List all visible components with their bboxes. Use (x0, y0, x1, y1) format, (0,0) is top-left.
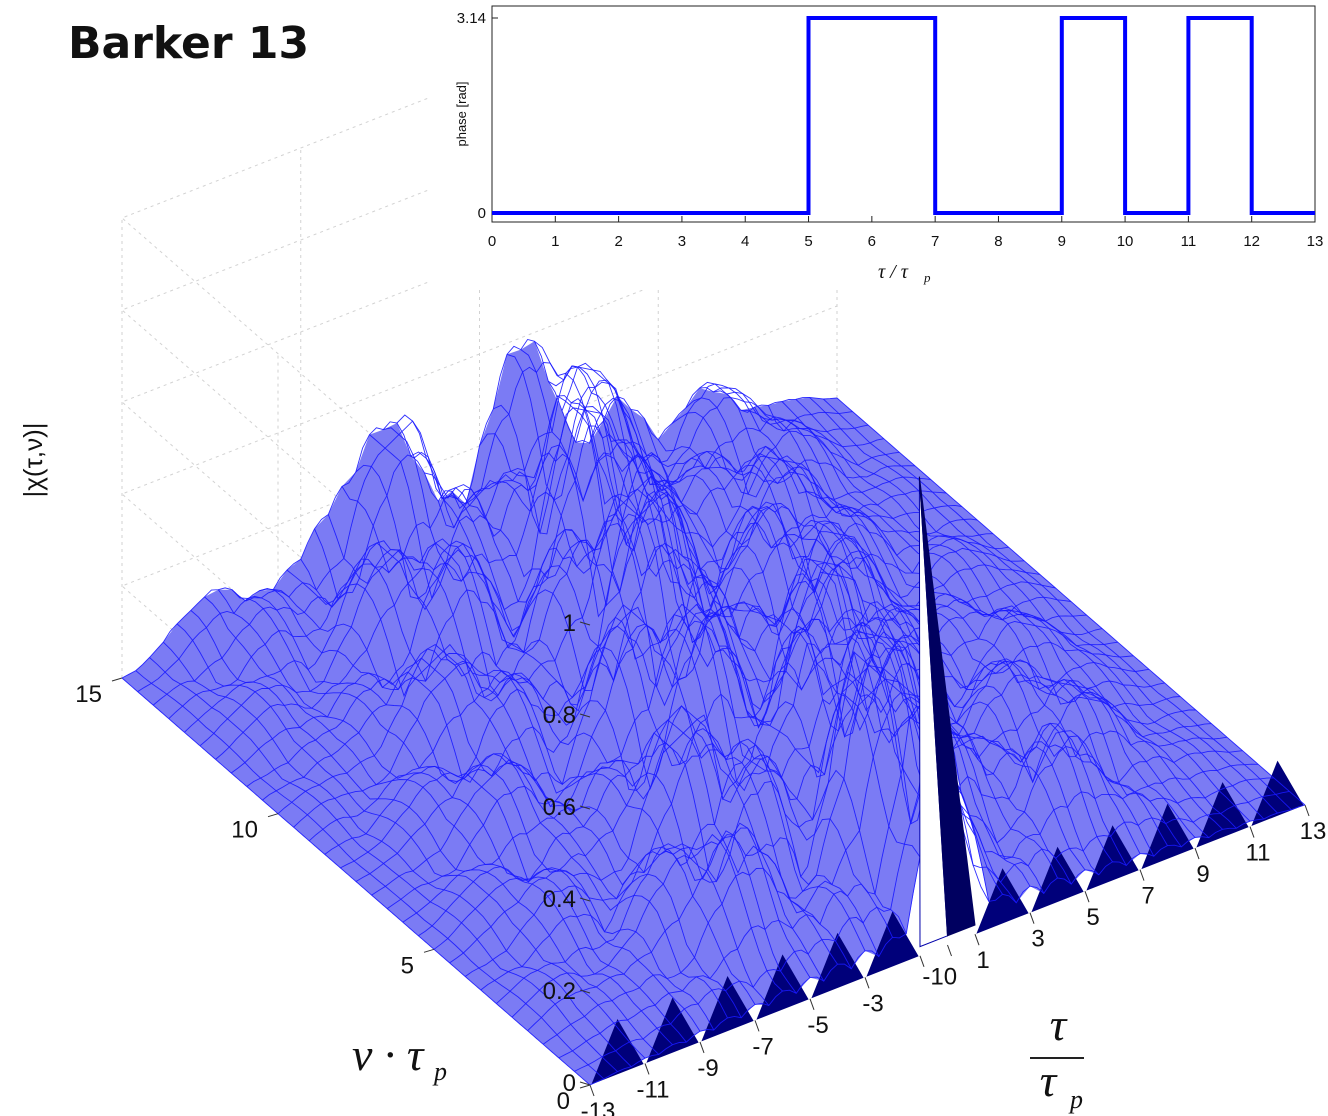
inset-x-tick-label: 1 (551, 233, 559, 250)
z-tick-mark (579, 897, 591, 902)
x-axis-label-denominator-sub: p (1068, 1085, 1083, 1114)
inset-y-tick-label: 3.14 (457, 10, 486, 27)
x-tick-label: 11 (1246, 840, 1271, 867)
x-tick-label: -9 (697, 1055, 718, 1082)
z-tick-label: 0.4 (543, 886, 576, 913)
x-axis-label-denominator: τ (1040, 1055, 1058, 1106)
x-tick-label: 3 (1031, 926, 1044, 953)
inset-x-tick-label: 3 (678, 233, 686, 250)
x-tick-mark (754, 1020, 760, 1032)
ambiguity-surface-chart: 00.20.40.60.81051015-13-11-9-7-5-3135791… (18, 0, 1326, 1116)
inset-x-tick-label: 4 (741, 233, 749, 250)
z-tick-label: 0.6 (543, 794, 576, 821)
x-tick-mark (644, 1063, 650, 1075)
z-tick-mark (579, 1081, 591, 1086)
inset-x-tick-label: 2 (614, 233, 622, 250)
page-title: Barker 13 (68, 18, 309, 69)
y-tick-label: 10 (231, 817, 258, 844)
surface-ticks: 00.20.40.60.81051015-13-11-9-7-5-3135791… (75, 610, 1326, 1116)
y-tick-mark (111, 677, 123, 682)
x-tick-mark (1029, 912, 1035, 924)
x-tick-label: -13 (581, 1098, 616, 1116)
z-tick-label: 0 (563, 1070, 576, 1097)
z-tick-label: 0.2 (543, 978, 576, 1005)
x-tick-mark (1194, 847, 1200, 860)
inset-x-tick-label: 0 (488, 233, 496, 250)
x-tick-mark (919, 955, 925, 967)
inset-x-tick-label: 7 (931, 233, 939, 250)
y-tick-label: 15 (75, 681, 102, 708)
inset-x-tick-label: 11 (1181, 233, 1197, 250)
x-tick-label: 5 (1086, 904, 1099, 931)
x-tick-label: 9 (1196, 861, 1209, 888)
z-tick-mark (579, 621, 591, 626)
y-tick-mark (267, 813, 279, 818)
z-tick-mark (579, 805, 591, 810)
x-tick-mark (864, 977, 870, 989)
x-tick-mark (699, 1041, 705, 1054)
inset-x-tick-label: 12 (1243, 233, 1260, 250)
y-tick-label: 5 (401, 952, 414, 979)
z-tick-mark (579, 713, 591, 718)
x-tick-label: 7 (1141, 883, 1154, 910)
inset-x-tick-label: 9 (1058, 233, 1066, 250)
x-tick-label: 13 (1300, 818, 1327, 845)
y-axis-label-main: ν · τ (352, 1029, 425, 1080)
inset-y-tick-label: 0 (478, 205, 486, 222)
x-tick-label: 1 (976, 947, 989, 974)
x-tick-mark (1084, 890, 1090, 903)
y-tick-mark (423, 948, 435, 953)
surface-mesh (121, 338, 1306, 1086)
x-axis-label-numerator: τ (1050, 999, 1068, 1050)
inset-x-axis-label: τ / τ p (878, 261, 931, 285)
y-tick-label: 0 (557, 1088, 570, 1115)
z-tick-mark (579, 989, 591, 994)
inset-axes-box (491, 5, 1316, 223)
x-tick-mark (809, 998, 815, 1011)
inset-x-axis-label-main: τ / τ (878, 261, 909, 283)
inset-x-tick-label: 13 (1307, 233, 1324, 250)
x-tick-label: -5 (807, 1012, 828, 1039)
inset-x-tick-label: 6 (868, 233, 876, 250)
inset-x-axis-label-sub: p (923, 270, 931, 285)
x-tick-mark (589, 1084, 595, 1097)
x-tick-mark (974, 934, 980, 946)
z-tick-label: 0.8 (543, 702, 576, 729)
x-tick-mark (947, 944, 952, 957)
main-peak (918, 476, 976, 948)
inset-x-tick-label: 8 (994, 233, 1002, 250)
inset-x-tick-label: 5 (804, 233, 812, 250)
z-tick-label: 1 (563, 610, 576, 637)
inset-y-axis-label: phase [rad] (454, 81, 469, 146)
phase-series-line (492, 16, 1315, 215)
inset-x-tick-label: 10 (1117, 233, 1134, 250)
x-tick-mark (1249, 826, 1255, 838)
z-axis-label: |χ(τ,ν)| (18, 423, 48, 498)
surface-axis-labels: |χ(τ,ν)|ν · τ pττ p (18, 423, 1084, 1114)
x-tick-label: -10 (922, 963, 957, 990)
x-tick-label: -11 (637, 1076, 670, 1103)
y-axis-label-sub: p (432, 1057, 447, 1086)
x-tick-label: -7 (752, 1033, 773, 1060)
x-tick-label: -3 (862, 990, 883, 1017)
y-tick-mark (579, 1084, 591, 1089)
x-tick-mark (1139, 869, 1145, 881)
x-tick-mark (1304, 804, 1310, 817)
